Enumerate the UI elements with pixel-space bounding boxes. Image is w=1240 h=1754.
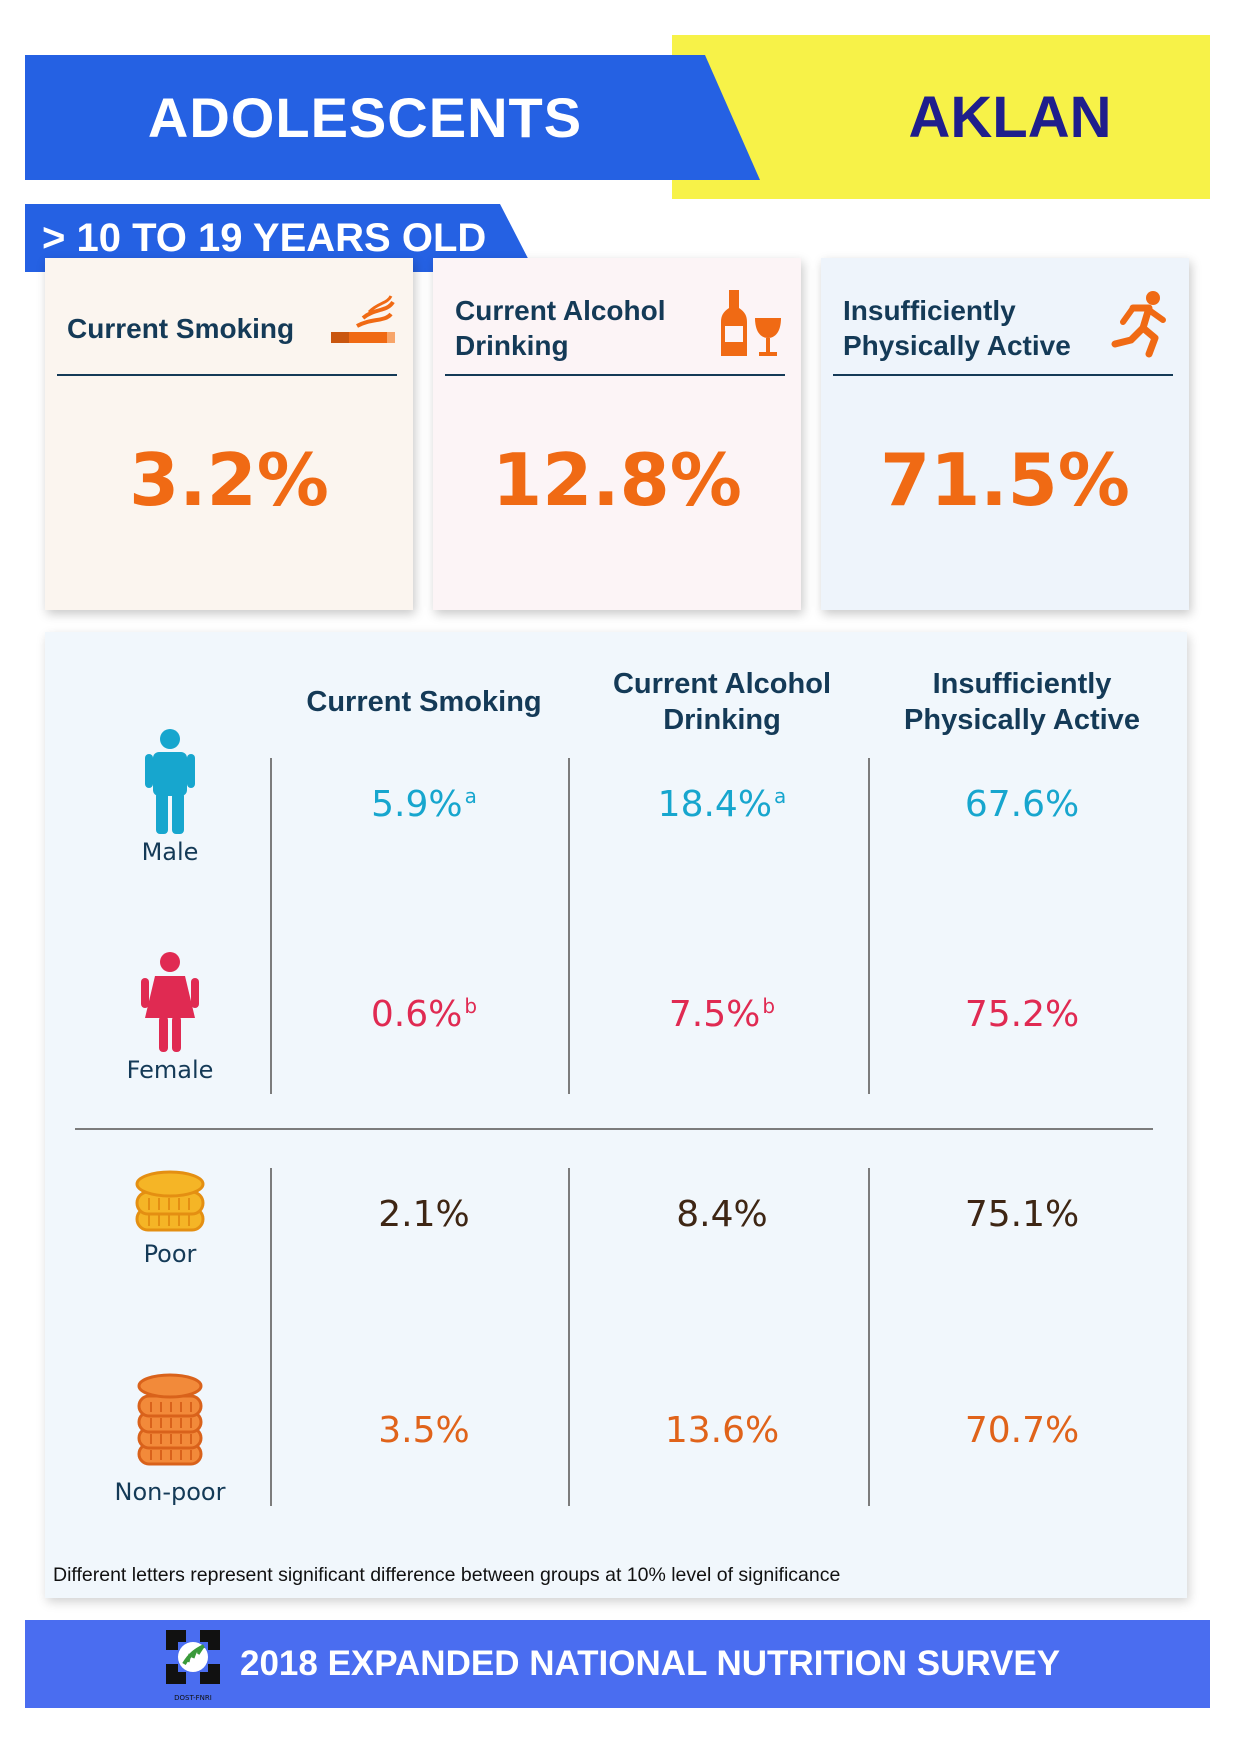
bottle-glass-icon <box>721 290 781 356</box>
cell-female-alcohol: 7.5% b <box>668 994 776 1035</box>
row-label-non-poor: Non-poor <box>114 1478 226 1506</box>
cell-male-smoking: 5.9% a <box>371 784 477 825</box>
card-divider <box>445 374 785 376</box>
card-current-smoking: Current Smoking 3.2% <box>45 258 413 610</box>
coin-stack-small-icon <box>135 1170 205 1232</box>
column-header-smoking: Current Smoking <box>306 685 542 718</box>
age-range: > 10 TO 19 YEARS OLD <box>42 216 487 260</box>
page-title: ADOLESCENTS <box>147 86 583 149</box>
dost-fnri-logo: DOST-FNRI <box>166 1630 220 1702</box>
female-person-icon <box>141 952 199 1052</box>
region-name: AKLAN <box>908 85 1112 150</box>
cigarette-icon <box>331 295 395 343</box>
cell-nonpoor-alcohol: 13.6% <box>664 1410 780 1451</box>
cell-nonpoor-activity: 70.7% <box>964 1410 1080 1451</box>
card-divider <box>833 374 1173 376</box>
footer-title: 2018 EXPANDED NATIONAL NUTRITION SURVEY <box>240 1644 1061 1683</box>
card-insufficiently-physically-active: Insufficiently Physically Active 71.5% <box>821 258 1189 610</box>
card-value: 3.2% <box>129 438 329 522</box>
breakdown-panel: Current Smoking Current Alcohol Drinking… <box>45 632 1187 1598</box>
column-divider <box>868 1168 870 1506</box>
cell-nonpoor-smoking: 3.5% <box>378 1410 470 1451</box>
header-yellow-band <box>672 35 1210 199</box>
male-person-icon <box>145 729 195 834</box>
column-header-alcohol: Current Alcohol Drinking <box>612 667 832 736</box>
column-header-activity: Insufficiently Physically Active <box>904 667 1140 736</box>
column-divider <box>568 1168 570 1506</box>
row-label-male: Male <box>141 838 199 866</box>
column-divider <box>568 758 570 1094</box>
cell-female-activity: 75.2% <box>964 994 1080 1035</box>
card-title: Current Alcohol Drinking <box>455 295 666 361</box>
card-title: Current Smoking <box>67 312 295 344</box>
column-divider <box>270 1168 272 1506</box>
svg-text:DOST-FNRI: DOST-FNRI <box>174 1694 212 1702</box>
cell-male-activity: 67.6% <box>964 784 1080 825</box>
column-divider <box>270 758 272 1094</box>
coin-stack-large-icon <box>137 1373 203 1466</box>
card-value: 71.5% <box>880 438 1130 522</box>
row-label-poor: Poor <box>143 1240 197 1268</box>
cell-poor-smoking: 2.1% <box>378 1194 470 1235</box>
card-value: 12.8% <box>492 438 742 522</box>
row-label-female: Female <box>126 1056 214 1084</box>
cell-poor-activity: 75.1% <box>964 1194 1080 1235</box>
cell-male-alcohol: 18.4% a <box>657 784 787 825</box>
cell-female-smoking: 0.6% b <box>370 994 478 1035</box>
section-divider <box>75 1128 1153 1130</box>
card-title: Insufficiently Physically Active <box>843 295 1071 361</box>
column-divider <box>868 758 870 1094</box>
cell-poor-alcohol: 8.4% <box>676 1194 768 1235</box>
footnote: Different letters represent significant … <box>53 1564 841 1586</box>
card-current-alcohol-drinking: Current Alcohol Drinking 12.8% <box>433 258 801 610</box>
running-person-icon <box>1111 291 1166 358</box>
card-divider <box>57 374 397 376</box>
header-blue-band <box>25 55 760 180</box>
footer-banner: DOST-FNRI 2018 EXPANDED NATIONAL NUTRITI… <box>25 1620 1210 1708</box>
